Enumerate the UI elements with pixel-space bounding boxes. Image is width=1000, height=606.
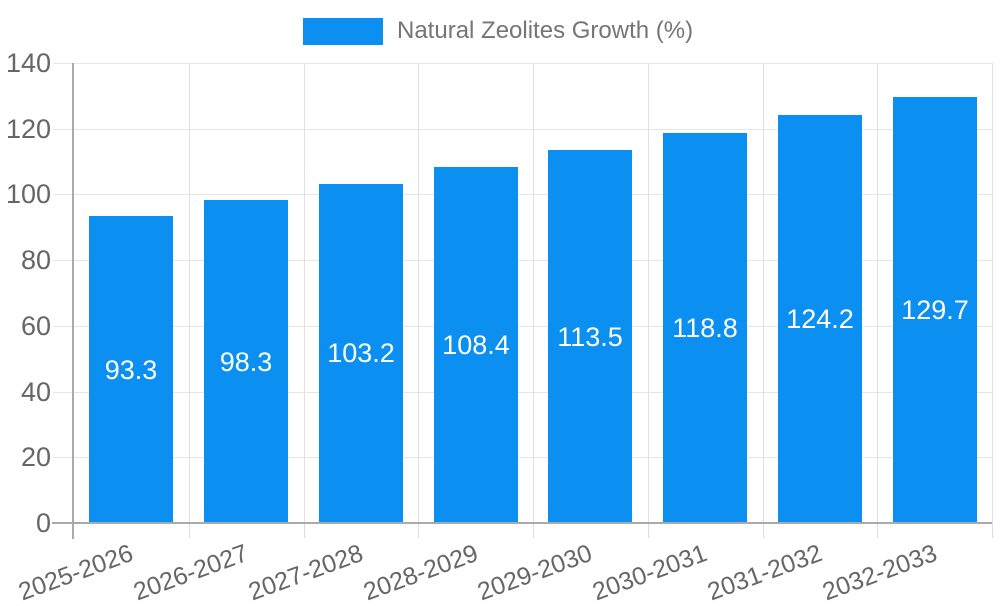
y-axis-tick — [53, 194, 74, 195]
gridline-vertical — [304, 63, 305, 523]
gridline-vertical — [533, 63, 534, 523]
x-axis-tick — [304, 523, 305, 538]
bar[interactable] — [434, 167, 518, 523]
y-axis-tick — [53, 129, 74, 130]
bar-value-label: 108.4 — [442, 330, 510, 360]
x-axis-tick — [992, 523, 993, 538]
bar[interactable] — [319, 184, 403, 523]
x-axis-label: 2026-2027 — [130, 539, 253, 606]
y-axis-tick — [53, 326, 74, 327]
y-axis-label: 120 — [5, 114, 51, 144]
y-axis-label: 60 — [20, 311, 51, 341]
bar[interactable] — [548, 150, 632, 523]
gridline-vertical — [763, 63, 764, 523]
legend-swatch — [303, 17, 383, 45]
gridline-vertical — [992, 63, 993, 523]
x-axis-tick — [763, 523, 764, 538]
x-axis-label: 2030-2031 — [589, 539, 712, 606]
y-axis-label: 40 — [20, 377, 51, 407]
x-axis-label: 2028-2029 — [360, 539, 483, 606]
gridline-vertical — [648, 63, 649, 523]
y-axis-tick — [53, 260, 74, 261]
x-axis-label: 2027-2028 — [245, 539, 368, 606]
y-axis-label: 20 — [20, 442, 51, 472]
x-axis-label: 2029-2030 — [474, 539, 597, 606]
bar-value-label: 129.7 — [901, 295, 969, 325]
bar[interactable] — [663, 133, 747, 523]
y-axis-label: 80 — [20, 245, 51, 275]
bar[interactable] — [893, 97, 977, 523]
gridline-vertical — [877, 63, 878, 523]
y-axis-label: 100 — [5, 179, 51, 209]
y-axis-line — [72, 63, 74, 539]
x-axis-label: 2031-2032 — [704, 539, 827, 606]
bar-value-label: 118.8 — [672, 313, 738, 343]
bar-value-label: 113.5 — [557, 322, 623, 352]
bar[interactable] — [89, 216, 173, 523]
legend[interactable]: Natural Zeolites Growth (%) — [303, 17, 693, 45]
x-axis-tick — [418, 523, 419, 538]
x-axis-tick — [533, 523, 534, 538]
x-axis-tick — [648, 523, 649, 538]
x-axis-label: 2032-2033 — [819, 539, 942, 606]
gridline-vertical — [189, 63, 190, 523]
y-axis-tick — [53, 392, 74, 393]
y-axis-label: 140 — [5, 48, 51, 78]
gridline-vertical — [418, 63, 419, 523]
legend-label: Natural Zeolites Growth (%) — [397, 17, 694, 44]
x-axis-label: 2025-2026 — [15, 539, 138, 606]
y-axis-label: 0 — [35, 508, 51, 538]
x-axis-line — [52, 522, 992, 524]
bar[interactable] — [204, 200, 288, 523]
x-axis-tick — [189, 523, 190, 538]
y-axis-tick — [53, 63, 74, 64]
bar-value-label: 93.3 — [104, 355, 158, 385]
bar[interactable] — [778, 115, 862, 523]
bar-value-label: 124.2 — [786, 304, 854, 334]
x-axis-tick — [877, 523, 878, 538]
bar-value-label: 103.2 — [327, 338, 395, 368]
y-axis-tick — [53, 457, 74, 458]
bar-value-label: 98.3 — [219, 347, 273, 377]
